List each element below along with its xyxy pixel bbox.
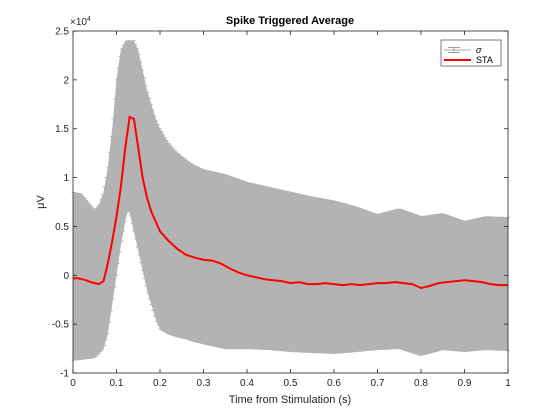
legend-sigma-label: σ [476, 45, 482, 55]
y-tick-label: 1.5 [55, 124, 69, 135]
y-exponent-power: 4 [87, 16, 91, 23]
y-tick-label: 1 [63, 173, 69, 184]
x-tick-label: 0.8 [414, 378, 428, 389]
legend: σ STA [440, 39, 502, 67]
x-tick-label: 0.6 [327, 378, 341, 389]
sta-line [73, 115, 508, 290]
y-exponent-base: ×10 [70, 17, 87, 28]
y-tick-label: -0.5 [52, 320, 70, 331]
sigma-band [71, 40, 510, 361]
x-tick-label: 0.7 [371, 378, 385, 389]
y-tick-label: 2 [63, 75, 69, 86]
x-tick-label: 0.5 [284, 378, 298, 389]
y-axis-ticks: -1 -0.5 0 0.5 1 1.5 2 2.5 [52, 27, 508, 380]
legend-sigma-swatch [444, 47, 471, 53]
legend-box [440, 39, 502, 67]
y-tick-label: 2.5 [55, 27, 69, 38]
x-tick-label: 1 [505, 378, 511, 389]
x-axis-ticks: 0 0.1 0.2 0.3 0.4 0.5 0.6 0.7 0.8 0.9 1 [70, 31, 511, 389]
x-tick-label: 0.2 [153, 378, 167, 389]
x-tick-label: 0 [70, 378, 76, 389]
x-tick-label: 0.1 [110, 378, 124, 389]
y-tick-label: 0.5 [55, 222, 69, 233]
y-tick-label: -1 [60, 369, 69, 380]
legend-sta-label: STA [476, 55, 493, 65]
x-tick-label: 0.9 [458, 378, 472, 389]
y-tick-label: 0 [63, 271, 69, 282]
sigma-fill [73, 40, 508, 361]
y-axis-label: μV [35, 195, 47, 209]
x-tick-label: 0.3 [197, 378, 211, 389]
x-tick-label: 0.4 [240, 378, 254, 389]
y-exponent-label: ×104 [70, 16, 91, 28]
x-axis-label: Time from Stimulation (s) [229, 394, 351, 406]
chart-title: Spike Triggered Average [226, 15, 354, 27]
